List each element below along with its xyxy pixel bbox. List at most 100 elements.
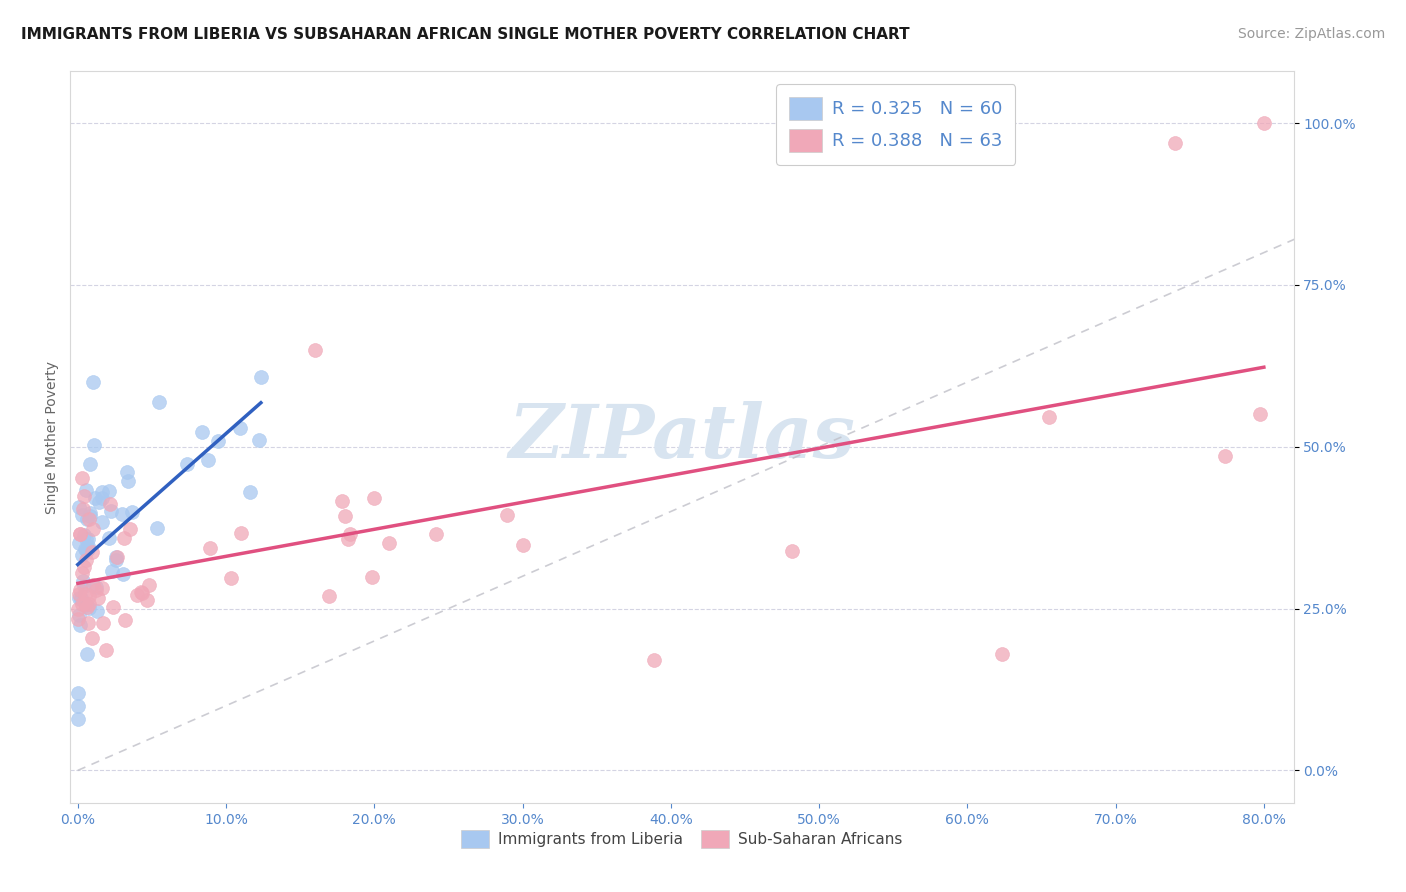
Point [363,491,385,506]
Point [84,491,107,505]
Point [337,533,360,547]
Point [79,512,101,526]
Point [247,433,270,447]
Point [79,458,101,472]
Point [101,600,124,615]
Point [118,522,141,536]
Point [72,508,94,522]
Point [84,583,107,598]
Point [72,501,94,516]
Point [77,539,100,553]
Point [79,506,101,520]
Point [86,604,108,618]
Text: Source: ZipAtlas.com: Source: ZipAtlas.com [1237,27,1385,41]
Point [121,505,143,519]
Point [70,471,93,485]
Point [114,613,136,627]
Point [333,509,356,524]
Text: ZIPatlas: ZIPatlas [509,401,855,474]
Point [90,581,112,595]
Point [1249,407,1271,421]
Point [105,550,128,565]
Point [91,516,114,530]
Point [66,686,89,700]
Point [80,631,103,645]
Point [87,591,110,605]
Point [250,369,273,384]
Point [1253,116,1275,130]
Point [77,615,100,630]
Point [101,564,124,578]
Point [200,541,222,555]
Point [148,394,170,409]
Point [339,527,361,541]
Point [98,531,121,545]
Point [75,483,97,497]
Point [69,583,91,598]
Point [91,491,114,506]
Point [86,580,108,594]
Point [79,601,101,615]
Point [98,497,121,511]
Point [136,593,159,607]
Legend: Immigrants from Liberia, Sub-Saharan Africans: Immigrants from Liberia, Sub-Saharan Afr… [456,824,908,854]
Point [104,549,127,564]
Point [73,528,96,542]
Point [98,483,121,498]
Point [72,574,94,588]
Point [67,607,90,622]
Point [1164,136,1187,150]
Point [73,587,96,601]
Point [129,585,152,599]
Point [75,533,97,547]
Point [304,343,326,357]
Point [80,545,103,559]
Point [219,571,242,585]
Point [318,589,340,603]
Point [77,590,100,604]
Point [73,559,96,574]
Point [425,526,447,541]
Point [229,526,252,541]
Point [69,527,91,541]
Point [207,434,229,448]
Point [67,591,90,605]
Point [76,647,98,661]
Point [111,507,134,521]
Point [69,591,91,606]
Point [67,602,90,616]
Point [495,508,517,522]
Point [77,597,100,611]
Point [112,531,135,545]
Point [117,474,139,488]
Point [1038,410,1060,425]
Point [66,712,89,726]
Point [115,465,138,479]
Point [67,587,90,601]
Point [105,552,128,566]
Point [69,618,91,632]
Point [82,375,104,389]
Point [176,457,198,471]
Point [780,544,803,558]
Point [197,452,219,467]
Point [73,489,96,503]
Text: IMMIGRANTS FROM LIBERIA VS SUBSAHARAN AFRICAN SINGLE MOTHER POVERTY CORRELATION : IMMIGRANTS FROM LIBERIA VS SUBSAHARAN AF… [21,27,910,42]
Point [330,493,353,508]
Point [512,538,534,552]
Point [191,425,214,440]
Point [69,527,91,541]
Point [87,495,110,509]
Point [67,535,90,549]
Point [66,612,89,626]
Point [76,532,98,546]
Point [138,578,160,592]
Point [76,512,98,526]
Point [643,653,665,667]
Point [146,521,169,535]
Point [239,485,262,500]
Point [91,616,114,631]
Point [73,579,96,593]
Point [90,485,112,500]
Point [69,591,91,605]
